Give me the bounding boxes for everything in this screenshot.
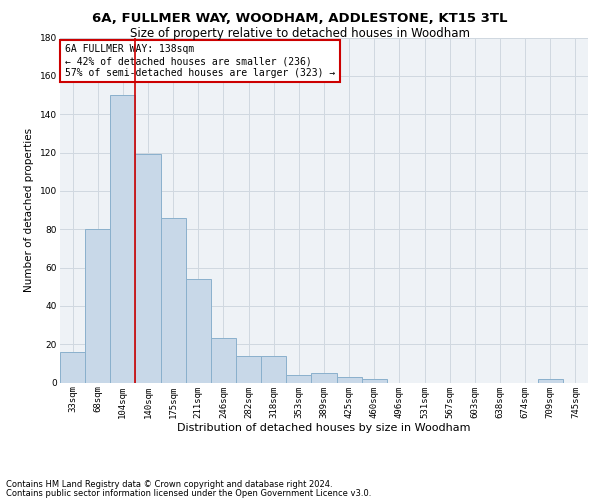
- Bar: [161, 218, 186, 382]
- Text: Contains HM Land Registry data © Crown copyright and database right 2024.: Contains HM Land Registry data © Crown c…: [6, 480, 332, 489]
- Bar: [538, 378, 563, 382]
- Bar: [236, 356, 261, 382]
- Bar: [286, 375, 311, 382]
- Text: 6A FULLMER WAY: 138sqm
← 42% of detached houses are smaller (236)
57% of semi-de: 6A FULLMER WAY: 138sqm ← 42% of detached…: [65, 44, 335, 78]
- Bar: [110, 95, 136, 382]
- Bar: [136, 154, 161, 382]
- Y-axis label: Number of detached properties: Number of detached properties: [25, 128, 34, 292]
- X-axis label: Distribution of detached houses by size in Woodham: Distribution of detached houses by size …: [177, 423, 471, 433]
- Text: Contains public sector information licensed under the Open Government Licence v3: Contains public sector information licen…: [6, 490, 371, 498]
- Bar: [311, 373, 337, 382]
- Bar: [85, 229, 110, 382]
- Bar: [261, 356, 286, 382]
- Text: 6A, FULLMER WAY, WOODHAM, ADDLESTONE, KT15 3TL: 6A, FULLMER WAY, WOODHAM, ADDLESTONE, KT…: [92, 12, 508, 26]
- Bar: [337, 377, 362, 382]
- Bar: [362, 378, 387, 382]
- Text: Size of property relative to detached houses in Woodham: Size of property relative to detached ho…: [130, 28, 470, 40]
- Bar: [186, 279, 211, 382]
- Bar: [211, 338, 236, 382]
- Bar: [60, 352, 85, 382]
